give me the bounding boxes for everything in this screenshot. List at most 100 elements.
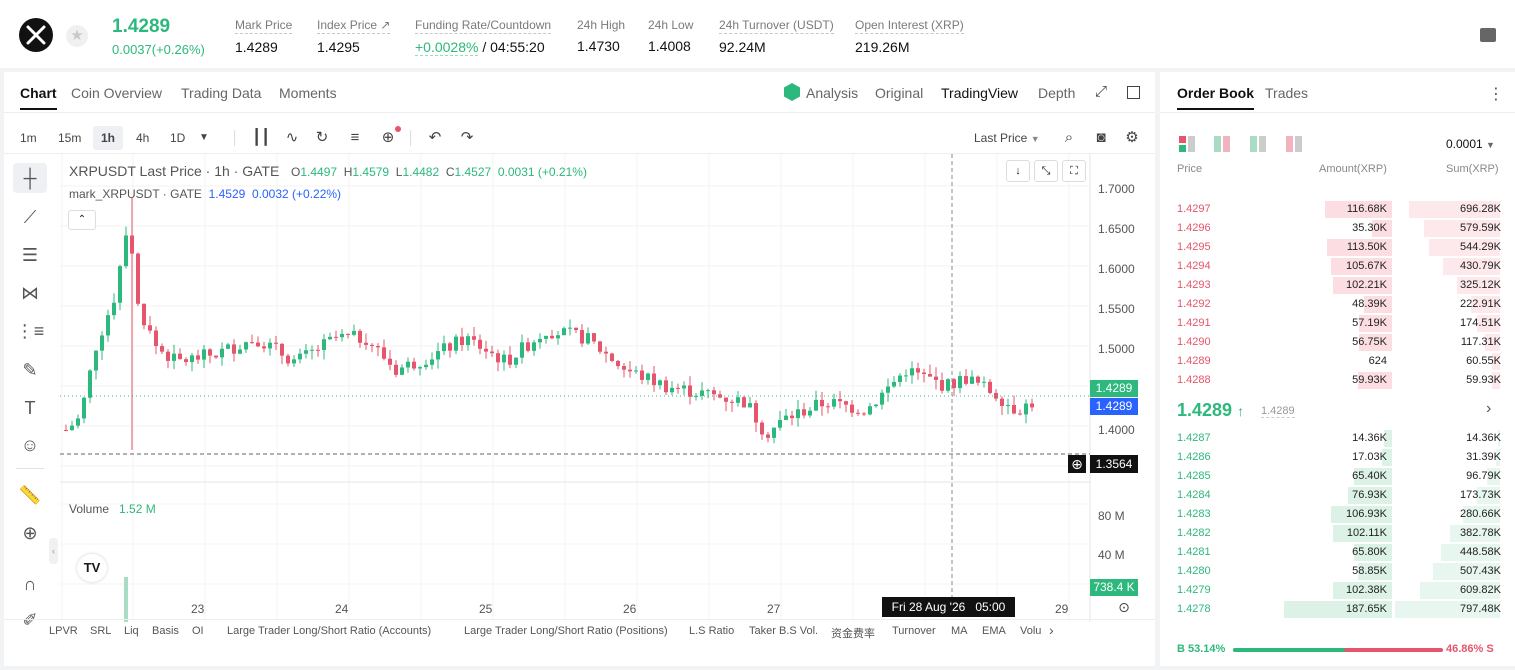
indicator-volume[interactable]: Volu	[1020, 625, 1042, 637]
zoom-tool-icon[interactable]: ⊕	[22, 523, 38, 543]
add-alert-icon[interactable]: ⊕	[1068, 455, 1086, 473]
bid-row[interactable]: 1.4279 102.38K 609.82K	[1160, 581, 1515, 600]
interval-1d[interactable]: 1D	[170, 131, 186, 145]
collapse-pane-icon[interactable]: ⤡	[1034, 160, 1058, 182]
indicator-basis[interactable]: Basis	[152, 625, 179, 637]
tab-trading-data[interactable]: Trading Data	[181, 85, 262, 101]
view-bids-icon[interactable]	[1250, 136, 1266, 152]
fullscreen-icon[interactable]	[1127, 86, 1140, 99]
redo-icon[interactable]: ↷	[460, 129, 474, 146]
row-amount: 17.03K	[1352, 451, 1387, 463]
indicator-ema[interactable]: EMA	[982, 625, 1006, 637]
bid-row[interactable]: 1.4281 65.80K 448.58K	[1160, 543, 1515, 562]
indicator-ls-ratio[interactable]: L.S Ratio	[689, 625, 735, 637]
tab-order-book[interactable]: Order Book	[1177, 85, 1255, 110]
ask-row[interactable]: 1.4293 102.21K 325.12K	[1160, 276, 1515, 295]
expand-icon[interactable]: ⤢	[1094, 83, 1107, 100]
indicator-turnover[interactable]: Turnover	[892, 625, 936, 637]
view-both-icon[interactable]	[1179, 136, 1195, 152]
price-chart[interactable]	[60, 154, 1155, 622]
favorite-star-icon[interactable]: ★	[66, 25, 88, 47]
crosshair-tool-icon[interactable]: ┼	[13, 163, 47, 193]
maximize-pane-icon[interactable]: ⛶	[1062, 160, 1086, 182]
emoji-tool-icon[interactable]: ☺	[20, 435, 40, 455]
ask-row[interactable]: 1.4288 59.93K 59.93K	[1160, 371, 1515, 390]
tradingview-logo-icon[interactable]: TV	[77, 554, 107, 582]
tab-trades[interactable]: Trades	[1265, 85, 1309, 101]
interval-4h[interactable]: 4h	[136, 131, 150, 145]
search-icon[interactable]: ⌕	[1064, 129, 1074, 146]
mid-price[interactable]: 1.4289 ↑	[1177, 400, 1245, 420]
stat-index-price[interactable]: Index Price ↗ 1.4295	[317, 18, 391, 55]
indicator-lpvr[interactable]: LPVR	[49, 625, 78, 637]
ask-row[interactable]: 1.4290 56.75K 117.31K	[1160, 333, 1515, 352]
bid-row[interactable]: 1.4278 187.65K 797.48K	[1160, 600, 1515, 619]
undo-icon[interactable]: ↶	[428, 129, 442, 146]
indicator-ma[interactable]: MA	[951, 625, 968, 637]
bid-row[interactable]: 1.4280 58.85K 507.43K	[1160, 562, 1515, 581]
view-analysis[interactable]: Analysis	[806, 85, 859, 101]
book-icon[interactable]	[1480, 28, 1496, 42]
tab-coin-overview[interactable]: Coin Overview	[71, 85, 163, 101]
ask-row[interactable]: 1.4296 35.30K 579.59K	[1160, 219, 1515, 238]
collapse-legend-icon[interactable]: ⌃	[68, 210, 96, 230]
ask-row[interactable]: 1.4291 57.19K 174.51K	[1160, 314, 1515, 333]
ask-row[interactable]: 1.4295 113.50K 544.29K	[1160, 238, 1515, 257]
interval-1h[interactable]: 1h	[93, 126, 124, 150]
scroll-right-icon[interactable]: ›	[1049, 622, 1054, 638]
ask-row[interactable]: 1.4297 116.68K 696.28K	[1160, 200, 1515, 219]
indicator-funding-rate[interactable]: 资金费率	[831, 628, 875, 640]
bid-row[interactable]: 1.4285 65.40K 96.79K	[1160, 467, 1515, 486]
ruler-tool-icon[interactable]: 📏	[18, 485, 42, 505]
scroll-down-icon[interactable]: ↓	[1006, 160, 1030, 182]
view-depth[interactable]: Depth	[1038, 85, 1076, 101]
bid-row[interactable]: 1.4287 14.36K 14.36K	[1160, 429, 1515, 448]
more-menu-icon[interactable]: ⋮	[1488, 86, 1504, 103]
interval-15m[interactable]: 15m	[58, 131, 82, 145]
bid-row[interactable]: 1.4286 17.03K 31.39K	[1160, 448, 1515, 467]
ask-row[interactable]: 1.4294 105.67K 430.79K	[1160, 257, 1515, 276]
interval-1m[interactable]: 1m	[20, 131, 37, 145]
view-original[interactable]: Original	[875, 85, 924, 101]
indicator-lt-positions[interactable]: Large Trader Long/Short Ratio (Positions…	[464, 625, 668, 637]
price-type-select[interactable]: Last Price ▼	[974, 131, 1040, 145]
bid-row[interactable]: 1.4284 76.93K 173.73K	[1160, 486, 1515, 505]
candle-body	[946, 379, 950, 391]
lock-drawings-icon[interactable]: ✐	[22, 610, 38, 630]
bid-row[interactable]: 1.4282 102.11K 382.78K	[1160, 524, 1515, 543]
ask-row[interactable]: 1.4289 624 60.55K	[1160, 352, 1515, 371]
horizontal-lines-tool-icon[interactable]: ☰	[21, 245, 39, 265]
settings-gear-icon[interactable]: ⚙	[1125, 129, 1139, 146]
indicator-lt-accounts[interactable]: Large Trader Long/Short Ratio (Accounts)	[227, 625, 432, 637]
text-tool-icon[interactable]: T	[24, 398, 36, 418]
tab-chart[interactable]: Chart	[20, 85, 57, 110]
camera-icon[interactable]: ◙	[1096, 129, 1106, 146]
view-both-alt-icon[interactable]	[1214, 136, 1230, 152]
collapse-toolbar-handle[interactable]: ‹	[49, 538, 58, 564]
tab-moments[interactable]: Moments	[279, 85, 337, 101]
candle-body	[406, 361, 410, 368]
interval-dropdown-icon[interactable]: ▼	[199, 132, 209, 143]
ask-row[interactable]: 1.4292 48.39K 222.91K	[1160, 295, 1515, 314]
refresh-icon[interactable]: ↻	[315, 129, 329, 146]
indicators-icon[interactable]: ∿	[285, 129, 299, 146]
pattern-tool-icon[interactable]: ⋈	[21, 283, 39, 303]
fib-tool-icon[interactable]: ⋮≡	[15, 321, 45, 341]
indicator-srl[interactable]: SRL	[90, 625, 112, 637]
chart-settings-icon[interactable]: ⊙	[1118, 599, 1130, 615]
candle-type-icon[interactable]: ┃┃	[251, 129, 271, 146]
bid-row[interactable]: 1.4283 106.93K 280.66K	[1160, 505, 1515, 524]
view-asks-icon[interactable]	[1286, 136, 1302, 152]
indicator-oi[interactable]: OI	[192, 625, 204, 637]
chevron-right-icon[interactable]: ›	[1486, 400, 1492, 417]
add-indicator-icon[interactable]: ⊕	[381, 129, 395, 146]
magnet-tool-icon[interactable]: ∩	[23, 574, 37, 594]
templates-icon[interactable]: ≡	[350, 129, 360, 146]
brush-tool-icon[interactable]: ✎	[22, 360, 38, 380]
precision-select[interactable]: 0.0001 ▼	[1446, 137, 1495, 151]
view-tradingview[interactable]: TradingView	[941, 85, 1019, 101]
candle-body	[568, 327, 572, 329]
indicator-liq[interactable]: Liq	[124, 625, 139, 637]
indicator-taker-bs-vol[interactable]: Taker B.S Vol.	[749, 625, 819, 637]
trend-line-tool-icon[interactable]: ⟋	[23, 207, 37, 227]
